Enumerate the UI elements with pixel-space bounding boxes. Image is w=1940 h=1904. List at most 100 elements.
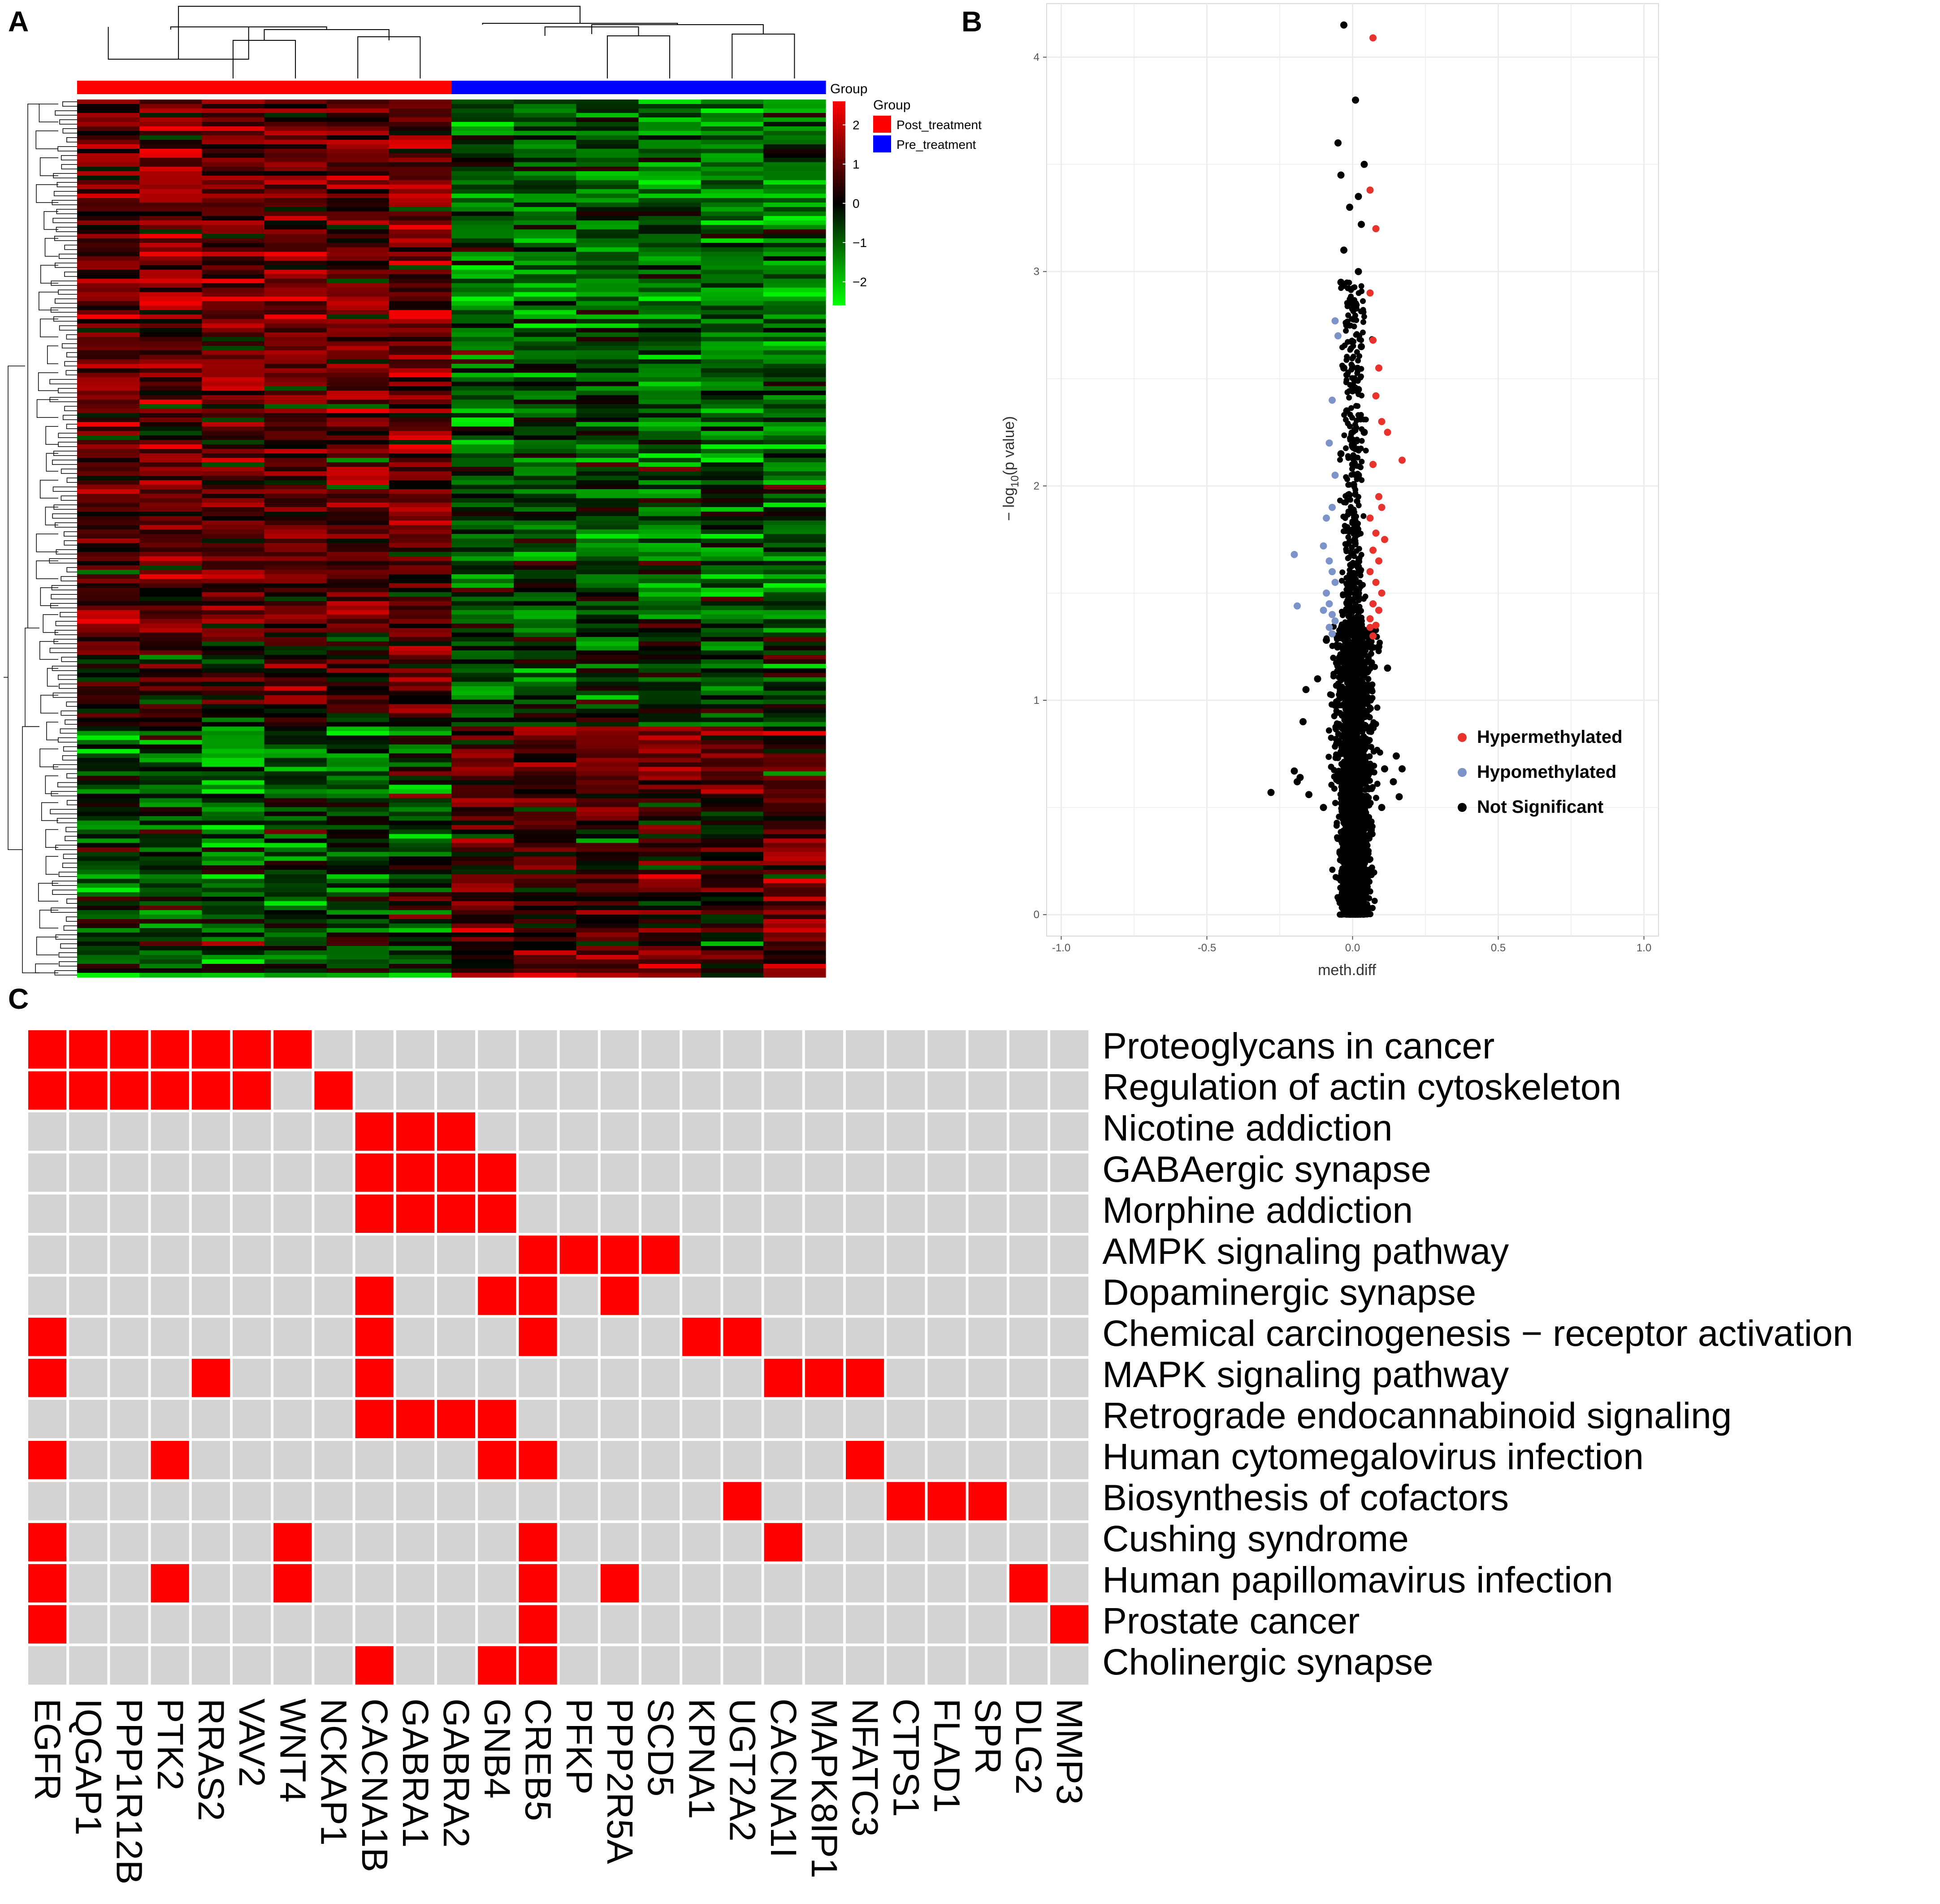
heatmap-cell [638,426,702,431]
heatmap-cell [389,569,452,575]
heatmap-cell [576,937,639,942]
heatmap-cell [389,332,452,338]
heatmap-cell [701,193,764,199]
heatmap-cell [514,189,576,194]
heatmap-cell [202,941,265,946]
heatmap-cell [638,534,702,539]
heatmap-cell [202,811,265,816]
heatmap-cell [326,753,390,759]
heatmap-cell [326,708,390,714]
heatmap-cell [576,932,639,937]
heatmap-cell [139,717,202,723]
heatmap-cell [139,417,202,422]
heatmap-cell [763,247,826,252]
heatmap-cell [638,283,702,288]
heatmap-cell [638,556,702,561]
heatmap-cell [77,915,140,919]
heatmap-cell [451,225,514,230]
heatmap-cell [326,865,390,870]
heatmap-cell [389,498,452,503]
heatmap-cell [701,216,764,221]
heatmap-cell [576,422,639,427]
heatmap-cell [139,834,202,839]
heatmap-cell [763,328,826,333]
heatmap-cell [451,695,514,700]
heatmap-cell [389,740,452,745]
heatmap-cell [202,180,265,185]
heatmap-cell [451,542,514,548]
heatmap-cell [389,852,452,857]
volcano-point-not-significant [1374,704,1381,711]
heatmap-cell [77,771,140,776]
heatmap-cell [77,592,140,597]
heatmap-cell [77,713,140,718]
heatmap-cell [139,852,202,857]
heatmap-cell [389,646,452,651]
heatmap-cell [77,802,140,807]
heatmap-cell [638,435,702,440]
heatmap-cell [139,664,202,669]
heatmap-cell [451,238,514,243]
heatmap-cell [638,713,702,718]
heatmap-cell [264,789,327,794]
heatmap-cell [514,569,576,575]
heatmap-cell [139,117,202,122]
heatmap-cell [701,503,764,507]
x-tick-label: 1.0 [1637,942,1651,954]
heatmap-cell [77,319,140,324]
heatmap-cell [264,373,327,377]
heatmap-cell [514,108,576,113]
heatmap-cell [576,135,639,140]
heatmap-cell [763,323,826,329]
heatmap-cell [326,444,390,449]
heatmap-cell [451,601,514,606]
heatmap-cell [701,583,764,588]
heatmap-cell [139,503,202,507]
heatmap-cell [701,117,764,122]
heatmap-cell [763,915,826,919]
heatmap-cell [326,735,390,741]
heatmap-cell [576,480,639,485]
heatmap-cell [701,328,764,333]
heatmap-cell [389,668,452,673]
heatmap-cell [638,968,702,973]
row-dendrogram-link [56,549,77,555]
heatmap-cell [514,789,576,794]
heatmap-cell [389,919,452,924]
heatmap-cell [264,811,327,816]
heatmap-cell [202,390,265,395]
heatmap-cell [264,955,327,960]
heatmap-cell [701,686,764,691]
heatmap-cell [638,364,702,369]
heatmap-cell [451,426,514,431]
heatmap-cell [264,180,327,185]
heatmap-cell [77,243,140,248]
heatmap-cell [202,731,265,736]
heatmap-cell [264,968,327,973]
heatmap-cell [514,153,576,158]
heatmap-cell [139,924,202,928]
heatmap-cell [264,256,327,261]
heatmap-cell [264,216,327,221]
heatmap-cell [139,569,202,575]
heatmap-cell [451,467,514,472]
heatmap-cell [202,950,265,955]
heatmap-cell [701,776,764,781]
heatmap-cell [202,816,265,821]
heatmap-cell [576,941,639,946]
heatmap-cell [202,632,265,638]
heatmap-cell [576,426,639,431]
heatmap-cell [202,587,265,593]
heatmap-cell [451,319,514,324]
heatmap-cell [451,843,514,848]
heatmap-cell [701,919,764,924]
row-dendrogram-link [55,845,77,850]
heatmap-cell [451,162,514,167]
heatmap-cell [451,941,514,946]
heatmap-cell [264,852,327,857]
heatmap-cell [264,359,327,364]
heatmap-cell [139,507,202,512]
heatmap-cell [701,542,764,548]
heatmap-cell [139,655,202,660]
heatmap-cell [763,587,826,593]
